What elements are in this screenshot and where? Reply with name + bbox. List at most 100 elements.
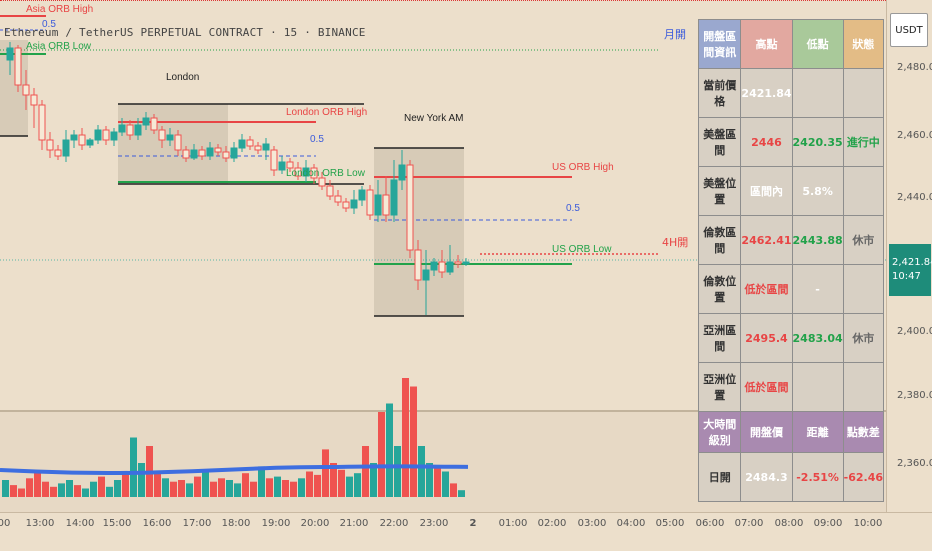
candle-body	[190, 149, 198, 159]
header-cell: 低點	[791, 19, 844, 69]
time-tick: 17:00	[182, 518, 212, 529]
candle-body	[38, 104, 46, 141]
opening-range-info-table: 開盤區間資訊 高點 低點 狀態 當前價格 2421.84 美盤區間 2446 2…	[697, 19, 885, 502]
volume-bar	[458, 490, 465, 497]
candle-body	[6, 47, 14, 61]
candle-body	[390, 179, 398, 216]
row-value: 休市	[842, 215, 885, 265]
time-tick: 01:00	[498, 518, 528, 529]
row-value	[842, 264, 885, 314]
row-value: 進行中	[842, 117, 885, 167]
candle-body	[374, 194, 382, 216]
price-tick: 2,440.00	[897, 192, 932, 203]
currency-button[interactable]: USDT	[890, 13, 928, 47]
volume-bar	[258, 466, 265, 497]
volume-bar	[274, 476, 281, 497]
price-tick: 2,460.00	[897, 130, 932, 141]
chart-pane[interactable]: Asia ORB High 0.5 Asia ORB Low London Lo…	[0, 0, 886, 512]
time-tick: 03:00	[577, 518, 607, 529]
row-label: 倫敦區間	[697, 215, 742, 265]
price-tick: 2,380.00	[897, 390, 932, 401]
candle-body	[30, 94, 38, 106]
candle-body	[94, 129, 102, 141]
table-row: 倫敦區間 2462.41 2443.88 休市	[697, 215, 885, 265]
header-cell: 開盤區間資訊	[697, 19, 742, 69]
time-tick: 15:00	[102, 518, 132, 529]
row-value: 5.8%	[791, 166, 844, 216]
time-tick: 06:00	[695, 518, 725, 529]
time-tick: 05:00	[655, 518, 685, 529]
row-value: -2.51%	[791, 452, 844, 502]
symbol-title[interactable]: Ethereum / TetherUS PERPETUAL CONTRACT ·…	[4, 26, 366, 39]
asia-orb-low-label: Asia ORB Low	[26, 41, 92, 52]
volume-bar	[250, 481, 257, 497]
volume-bar	[138, 463, 145, 497]
time-axis[interactable]: 00 13:00 14:00 15:00 16:00 17:00 18:00 1…	[0, 512, 932, 551]
candle-body	[366, 189, 374, 216]
time-tick: 16:00	[142, 518, 172, 529]
candle-body	[166, 134, 174, 141]
table-row: 日開 2484.3 -2.51% -62.46	[697, 452, 885, 502]
row-value: 2421.84	[740, 68, 793, 118]
candle-body	[22, 84, 30, 96]
row-value: 低於區間	[740, 362, 793, 412]
row-value: -62.46	[842, 452, 885, 502]
volume-bar	[290, 481, 297, 497]
row-value: 2443.88	[791, 215, 844, 265]
time-tick: 00	[0, 518, 11, 529]
candle-body	[414, 249, 422, 281]
volume-bar	[282, 480, 289, 497]
time-tick: 14:00	[65, 518, 95, 529]
volume-bar	[418, 446, 425, 497]
volume-bar	[322, 449, 329, 497]
candle-body	[462, 261, 470, 265]
volume-bar	[98, 476, 105, 497]
price-axis[interactable]: USDT 2,480.00 2,460.00 2,440.00 2,400.00…	[886, 0, 932, 512]
volume-bar	[114, 480, 121, 497]
volume-bar	[34, 471, 41, 497]
candle-body	[102, 129, 110, 141]
candle-body	[286, 161, 294, 169]
candle-body	[142, 117, 150, 126]
candle-body	[382, 194, 390, 216]
time-tick: 04:00	[616, 518, 646, 529]
chart-canvas[interactable]: Asia ORB High 0.5 Asia ORB Low London Lo…	[0, 0, 886, 512]
time-tick: 09:00	[813, 518, 843, 529]
header-cell: 大時間級別	[697, 411, 742, 453]
volume-bar	[82, 488, 89, 497]
candle-body	[150, 117, 158, 131]
volume-bar	[170, 481, 177, 497]
candle-body	[406, 164, 414, 251]
candle-body	[318, 177, 326, 187]
table-header-row-2: 大時間級別 開盤價 距離 點數差	[697, 411, 885, 453]
volume-bar	[26, 478, 33, 497]
row-label: 亞洲區間	[697, 313, 742, 363]
current-price-value: 2,421.84	[892, 257, 932, 268]
volume-moving-average	[0, 464, 469, 475]
candle-body	[126, 124, 134, 136]
candle-body	[198, 149, 206, 157]
time-tick: 22:00	[379, 518, 409, 529]
candle-body	[182, 149, 190, 159]
candle-body	[118, 124, 126, 133]
volume-bar	[178, 480, 185, 497]
time-tick: 21:00	[339, 518, 369, 529]
candle-body	[230, 147, 238, 159]
row-value: 區間內	[740, 166, 793, 216]
row-label: 亞洲位置	[697, 362, 742, 412]
volume-bar	[314, 474, 321, 497]
candle-body	[222, 151, 230, 159]
volume-bar	[226, 480, 233, 497]
candle-body	[70, 134, 78, 141]
london-session-box	[118, 104, 228, 184]
volume-bar	[362, 446, 369, 497]
header-cell: 狀態	[842, 19, 885, 69]
volume-bar	[386, 403, 393, 497]
candle-body	[270, 149, 278, 171]
volume-bar	[346, 476, 353, 497]
candle-body	[278, 161, 286, 171]
row-label: 日開	[697, 452, 742, 502]
candle-body	[334, 195, 342, 203]
candle-body	[398, 164, 406, 181]
row-value: 2483.04	[791, 313, 844, 363]
